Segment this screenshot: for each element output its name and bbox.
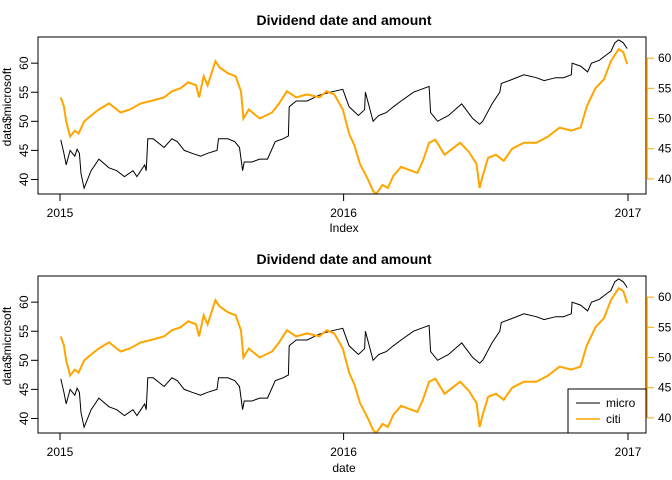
y-right-tick-label: 40 [658,411,672,425]
chart-title: Dividend date and amount [256,251,431,267]
y-right-tick-label: 55 [658,81,672,95]
chart-title: Dividend date and amount [256,12,431,28]
series-line-citi [59,286,629,433]
y-right-tick-label: 50 [658,112,672,126]
y-right-tick-label: 50 [658,351,672,365]
y-left-tick-label: 60 [17,295,31,309]
x-tick-label: 2015 [47,445,74,459]
x-tick-label: 2015 [47,206,74,220]
y-left-tick-label: 50 [17,114,31,128]
legend: micro citi [567,388,647,434]
x-axis-label: date [332,461,356,475]
y-left-tick-label: 45 [17,143,31,157]
series-line-citi [59,47,629,194]
y-right-tick-label: 55 [658,320,672,334]
y-left-tick-label: 50 [17,353,31,367]
plot-frame [37,36,647,195]
series-line-microsoft [60,278,628,429]
y-left-tick-label: 40 [17,411,31,425]
y-right-tick-label: 60 [658,51,672,65]
y-left-tick-label: 55 [17,85,31,99]
y-axis-label: data$microsoft [0,306,14,385]
y-right-tick-label: 40 [658,172,672,186]
y-left-tick-label: 60 [17,56,31,70]
y-axis-label: data$microsoft [0,67,14,146]
x-axis-label: Index [329,221,358,235]
legend-box [567,388,647,434]
chart-panel-bottom: Dividend date and amount date data$micro… [0,251,672,475]
legend-label-citi: citi [606,412,621,426]
y-left-tick-label: 45 [17,382,31,396]
legend-label-micro: micro [606,396,636,410]
plot-frame [37,275,647,434]
x-tick-label: 2016 [330,206,357,220]
y-right-tick-label: 45 [658,381,672,395]
x-tick-label: 2016 [330,445,357,459]
y-right-tick-label: 45 [658,142,672,156]
y-right-tick-label: 60 [658,290,672,304]
series-line-microsoft [60,39,628,190]
chart-panel-top: Dividend date and amount Index data$micr… [0,12,672,235]
y-left-tick-label: 40 [17,172,31,186]
x-tick-label: 2017 [615,206,642,220]
y-left-tick-label: 55 [17,324,31,338]
x-tick-label: 2017 [615,445,642,459]
